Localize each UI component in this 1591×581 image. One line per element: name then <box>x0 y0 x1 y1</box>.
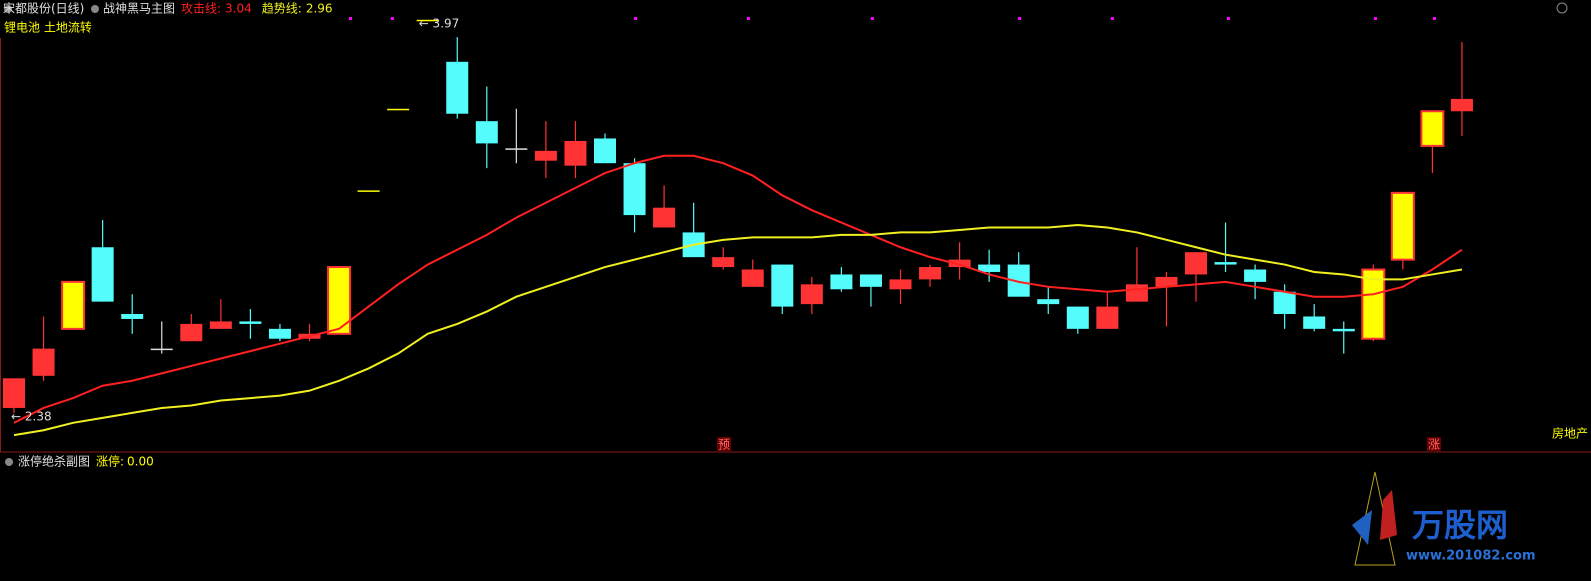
candle-body <box>1096 306 1119 329</box>
candle-body <box>91 247 114 302</box>
candle-body <box>564 140 587 166</box>
concepts: 锂电池 土地流转 <box>4 20 92 35</box>
subchart-title: 涨停绝杀副图 <box>18 454 90 469</box>
legend-name: 趋势线: <box>262 2 302 16</box>
candle-body <box>1361 268 1386 340</box>
candle-body <box>327 266 352 335</box>
candle-body <box>209 321 232 329</box>
marker <box>349 17 352 20</box>
marker <box>1111 17 1114 20</box>
stock-name: 宋都股份(日线) <box>3 1 84 16</box>
top-markers <box>349 17 1436 20</box>
candle-body <box>1066 306 1089 329</box>
candle-body <box>387 108 410 111</box>
subchart-icon[interactable] <box>5 458 13 466</box>
event-box <box>717 437 731 451</box>
candle-body <box>1214 262 1237 265</box>
candle-body <box>1390 191 1415 261</box>
menu-icon[interactable] <box>4 5 12 13</box>
candle-body <box>1303 316 1326 329</box>
candle-body <box>1155 276 1178 287</box>
candle-body <box>1420 110 1445 147</box>
watermark-logo <box>1352 510 1372 545</box>
marker <box>391 17 394 20</box>
candle-body <box>594 138 616 164</box>
candle-body <box>32 348 55 376</box>
min-label: ← 2.38 <box>11 409 52 423</box>
marker <box>634 17 637 20</box>
watermark-logo <box>1380 490 1397 540</box>
candle-body <box>239 321 262 324</box>
candle-body <box>978 264 1001 272</box>
candle-body <box>180 323 203 342</box>
candle-body <box>61 280 86 330</box>
candle-body <box>357 190 380 192</box>
legend-name: 攻击线: <box>181 2 221 16</box>
event-label: 预 <box>718 438 730 452</box>
candle-body <box>1125 284 1148 302</box>
candle-body <box>712 257 735 268</box>
candle-body <box>475 121 498 144</box>
candle-body <box>505 148 528 150</box>
candle-body <box>121 314 144 319</box>
ma-line <box>13 223 1463 437</box>
candle-body <box>830 274 853 290</box>
candle-body <box>1007 264 1030 297</box>
event-label: 涨 <box>1428 437 1440 452</box>
candle-body <box>948 259 971 268</box>
candle-body <box>919 267 942 280</box>
sector-label: 房地产 <box>1552 426 1588 441</box>
ma-line <box>13 154 1463 424</box>
marker <box>871 17 874 20</box>
marker <box>1433 17 1436 20</box>
candle-body <box>623 163 646 216</box>
candle-body <box>150 348 173 351</box>
candle-body <box>889 279 912 290</box>
candle-body <box>741 269 764 287</box>
subchart-indicator: 涨停: <box>96 454 124 469</box>
candle-body <box>416 19 439 22</box>
watermark-name: 万股网 <box>1412 506 1508 544</box>
candle-body <box>653 207 676 228</box>
candle-body <box>1244 269 1267 282</box>
candle-body <box>1037 299 1060 305</box>
marker <box>1227 17 1230 20</box>
candle-body <box>1450 98 1473 112</box>
max-label: ← 3.97 <box>419 16 460 30</box>
candle-body <box>3 378 25 408</box>
settings-icon[interactable] <box>1556 2 1568 14</box>
candle-body <box>1332 328 1355 332</box>
candle-body <box>800 284 823 305</box>
watermark: 万股网 www.201082.com <box>1352 471 1536 566</box>
candle-body <box>446 61 469 114</box>
indicator-name: 战神黑马主图 <box>103 2 175 16</box>
marker <box>1018 17 1021 20</box>
marker <box>747 17 750 20</box>
watermark-url: www.201082.com <box>1406 549 1536 564</box>
subchart-value: 0.00 <box>127 455 154 469</box>
candle-body <box>1185 252 1207 275</box>
candle-body <box>534 150 557 161</box>
legend-value: 3.04 <box>225 2 252 16</box>
candle-body <box>268 328 291 339</box>
event-box <box>1427 437 1441 451</box>
candle-body <box>1273 291 1296 315</box>
candle-body <box>859 274 882 287</box>
indicator-icon[interactable] <box>91 5 99 13</box>
candle-body <box>771 264 794 307</box>
legend-value: 2.96 <box>306 2 333 16</box>
marker <box>1374 17 1377 20</box>
